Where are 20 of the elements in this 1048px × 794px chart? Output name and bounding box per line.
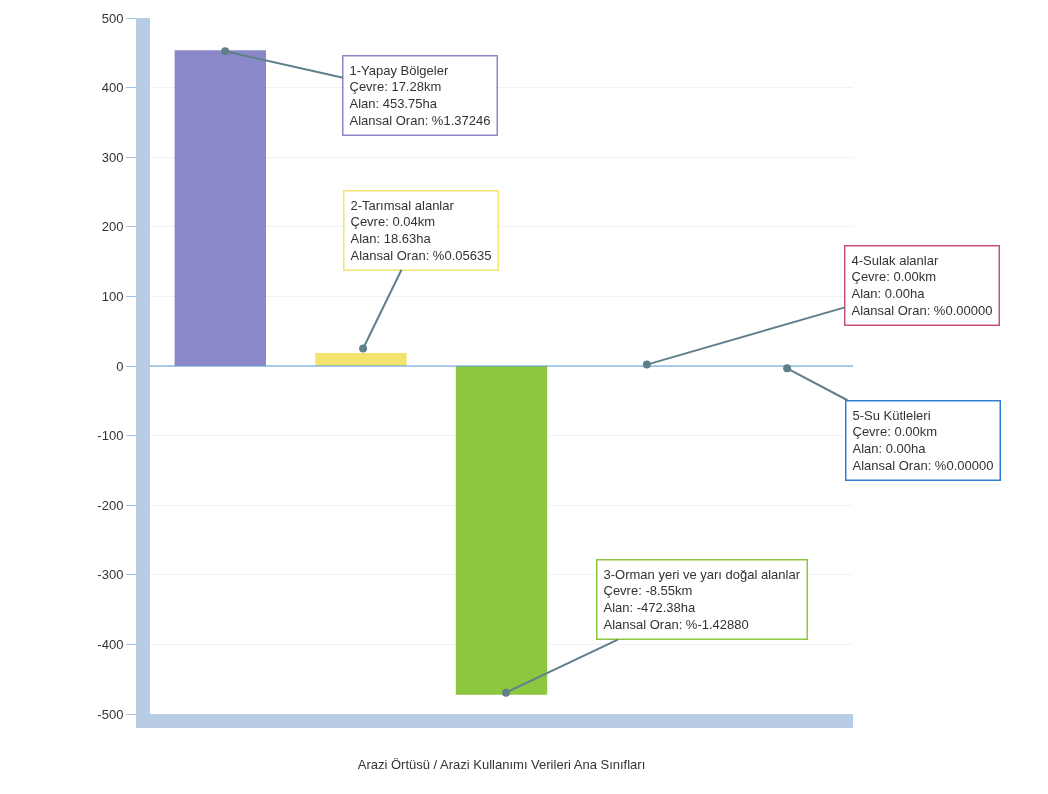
y-tick-label: -500: [97, 706, 124, 722]
data-label: 2-Tarımsal alanlar Çevre: 0.04km Alan: 18.63ha Alansal Oran: %0.05635: [350, 197, 492, 264]
bar: [174, 50, 266, 366]
y-tick-label: 200: [101, 219, 124, 235]
y-tick-label: -200: [97, 497, 124, 513]
data-label: 3-Orman yeri ve yarı doğal alanlar Çevre: -8.55km Alan: -472.38ha Alansal Oran: %-1.42880: [603, 566, 801, 633]
y-tick-label: 400: [101, 80, 124, 96]
y-tick-label: -400: [97, 636, 124, 652]
y-tick-label: -300: [97, 567, 124, 583]
y-tick-label: 100: [101, 288, 124, 304]
data-label: 1-Yapay Bölgeler Çevre: 17.28km Alan: 453.75ha Alansal Oran: %1.37246: [349, 62, 491, 129]
y-tick-label: 0: [116, 358, 124, 374]
y-tick-label: -100: [97, 428, 124, 444]
y-tick-label: 300: [101, 149, 124, 165]
bar: [315, 353, 407, 366]
y-tick-label: 500: [101, 10, 124, 26]
bar: [455, 366, 548, 695]
data-label: 4-Sulak alanlar Çevre: 0.00km Alan: 0.00ha Alansal Oran: %0.00000: [851, 252, 993, 319]
data-label: 5-Su Kütleleri Çevre: 0.00km Alan: 0.00ha Alansal Oran: %0.00000: [852, 407, 994, 474]
x-axis-title: Arazi Örtüsü / Arazi Kullanımı Verileri Ana Sınıfları: [357, 756, 646, 772]
